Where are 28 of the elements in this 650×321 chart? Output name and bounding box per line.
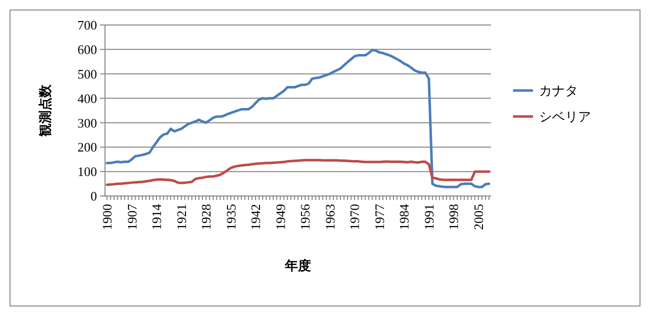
x-tick-label: 1956 (298, 204, 313, 230)
y-tick-label: 200 (78, 140, 97, 155)
y-axis-title: 観測点数 (38, 84, 53, 138)
legend-label: カナタ (539, 83, 578, 98)
x-tick-label: 1991 (421, 204, 436, 230)
x-tick-label: 1949 (272, 204, 288, 230)
x-tick-label: 1921 (174, 204, 189, 230)
x-tick-label: 1963 (322, 204, 338, 230)
y-tick-label: 700 (78, 18, 97, 33)
x-tick-label: 2005 (470, 204, 486, 230)
x-tick-label: 1914 (149, 204, 164, 230)
y-tick-label: 500 (78, 66, 97, 82)
x-tick-label: 1928 (198, 204, 214, 230)
legend-label: シベリア (539, 109, 591, 124)
x-tick-label: 1942 (248, 204, 264, 230)
y-tick-label: 100 (78, 164, 97, 180)
x-tick-label: 1907 (124, 204, 140, 230)
x-axis-title: 年度 (284, 258, 311, 273)
x-tick-label: 1970 (347, 204, 362, 230)
x-tick-label: 1984 (396, 204, 412, 230)
x-tick-label: 1998 (446, 204, 462, 230)
x-tick-label: 1935 (223, 204, 238, 230)
y-tick-label: 600 (78, 42, 97, 57)
y-tick-label: 0 (90, 188, 97, 204)
y-tick-label: 400 (78, 90, 97, 106)
x-tick-label: 1900 (100, 204, 115, 230)
x-tick-label: 1977 (372, 204, 387, 230)
y-tick-label: 300 (78, 115, 97, 130)
